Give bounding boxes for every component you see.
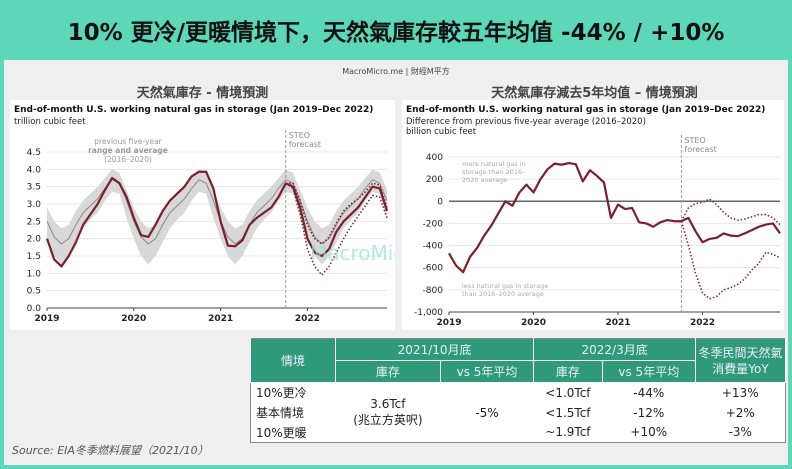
right-panel-title: 天然氣庫存減去5年均值 – 情境預測	[491, 86, 698, 101]
brand-label: MacroMicro.me | 財經M平方	[342, 67, 450, 76]
y-tick-label: -600	[423, 264, 444, 274]
mar-stock: ~1.9Tcf	[545, 425, 591, 440]
y-tick-label: -1,000	[414, 308, 443, 318]
yoy: +2%	[725, 405, 755, 420]
y-tick-label: 400	[426, 153, 443, 163]
y-tick-label: -200	[423, 219, 444, 229]
band-label: previous five-year	[94, 137, 162, 146]
more-gas-label: storage than 2016–	[462, 168, 525, 176]
header-scenario: 情境	[250, 338, 336, 383]
less-gas-label: than 2016–2020 average	[462, 290, 544, 298]
more-gas-label: 2020 average	[462, 176, 507, 184]
series-base-line	[680, 216, 781, 244]
band-label: (2016–2020)	[104, 155, 152, 164]
watermark: MacroMicro	[310, 241, 395, 265]
y-tick-label: -400	[423, 242, 444, 252]
oct-vs: -5%	[475, 405, 499, 420]
header-oct: 2021/10月底	[334, 338, 535, 361]
storage-chart: End-of-month U.S. working natural gas in…	[10, 100, 395, 330]
oct-stock: 3.6Tcf	[370, 397, 406, 411]
x-tick-label: 2019	[34, 314, 59, 324]
y-tick-label: 0.5	[27, 287, 41, 297]
header-mar-stock: 庫存	[533, 360, 603, 383]
header-yoy: 冬季民間天然氣消費量YoY	[695, 338, 786, 383]
oct-stock-cell: 3.6Tcf (兆立方英呎)	[336, 383, 441, 443]
y-tick-label: 200	[426, 175, 443, 185]
x-tick-label: 2020	[121, 314, 146, 324]
y-tick-label: 4.5	[27, 148, 41, 158]
forecast-label: STEO	[289, 131, 310, 140]
y-tick-label: 4.0	[27, 165, 42, 175]
series-actual-line	[448, 161, 682, 274]
y-tick-label: 3.5	[27, 183, 41, 193]
row-scenario: 10%更暖	[256, 425, 307, 440]
series-warm-line	[680, 198, 781, 226]
row-scenario: 基本情境	[256, 406, 305, 420]
mar-stock: <1.0Tcf	[545, 385, 591, 400]
y-tick-label: 1.0	[27, 269, 42, 279]
x-tick-label: 2019	[436, 318, 461, 328]
header-oct-vs: vs 5年平均	[439, 360, 535, 383]
forecast-label: forecast	[684, 145, 716, 154]
forecast-label: STEO	[684, 136, 705, 145]
table-row: 基本情境 <1.5Tcf -12% +2%	[251, 403, 786, 423]
y-tick-label: 1.5	[27, 252, 41, 262]
y-tick-label: 0	[437, 197, 443, 207]
chart-title: End-of-month U.S. working natural gas in…	[406, 105, 765, 115]
y-tick-label: 3.0	[27, 200, 42, 210]
x-tick-label: 2020	[521, 318, 546, 328]
table-row: 10%更冷 3.6Tcf (兆立方英呎) -5% <1.0Tcf -44% +13…	[251, 383, 786, 427]
series-cold-line	[680, 221, 781, 300]
x-tick-label: 2022	[295, 314, 320, 324]
mar-vs: +10%	[630, 425, 668, 440]
less-gas-label: less natural gas in storage	[462, 282, 548, 290]
yoy: -3%	[728, 425, 752, 440]
band-label: range and average	[88, 146, 168, 155]
left-panel-title: 天然氣庫存 - 情境預測	[136, 86, 269, 101]
chart-subtitle: Difference from previous five-year avera…	[406, 117, 646, 127]
content-area: MacroMicro.me | 財經M平方 天然氣庫存 - 情境預測 天然氣庫存…	[4, 60, 788, 465]
page-title: 10% 更冷/更暖情境下，天然氣庫存較五年均值 -44% / +10%	[67, 20, 725, 46]
row-scenario: 10%更冷	[256, 386, 307, 401]
source-note: Source: EIA冬季燃料展望（2021/10）	[12, 444, 209, 457]
table-row: 10%更暖 ~1.9Tcf +10% -3%	[251, 423, 786, 443]
mar-stock: <1.5Tcf	[545, 405, 591, 420]
y-tick-label: 0.0	[27, 304, 42, 314]
difference-chart: End-of-month U.S. working natural gas in…	[402, 100, 784, 330]
y-tick-label: -800	[423, 286, 444, 296]
y-axis-label: trillion cubic feet	[14, 117, 86, 127]
y-tick-label: 2.5	[27, 217, 41, 227]
header-mar-vs: vs 5年平均	[601, 360, 697, 383]
more-gas-label: more natural gas in	[462, 160, 526, 168]
header-mar: 2022/3月底	[533, 338, 696, 361]
chart-title: End-of-month U.S. working natural gas in…	[14, 105, 373, 115]
series-actual-line	[45, 170, 287, 268]
series-base-line	[285, 182, 389, 258]
yoy: +13%	[721, 385, 759, 400]
forecast-label: forecast	[289, 140, 321, 149]
oct-unit: (兆立方英呎)	[353, 413, 423, 427]
scenario-table: 情境 2021/10月底 2022/3月底 冬季民間天然氣消費量YoY 庫存 v…	[250, 338, 786, 443]
five-year-range-band	[47, 169, 387, 265]
y-axis-label: billion cubic feet	[406, 127, 477, 137]
series-warm-line	[285, 182, 388, 245]
header-oct-stock: 庫存	[335, 360, 441, 383]
x-tick-label: 2021	[208, 314, 233, 324]
y-tick-label: 2.0	[27, 235, 42, 245]
x-tick-label: 2021	[605, 318, 630, 328]
x-tick-label: 2022	[690, 318, 715, 328]
mar-vs: -44%	[633, 385, 665, 400]
mar-vs: -12%	[633, 405, 665, 420]
